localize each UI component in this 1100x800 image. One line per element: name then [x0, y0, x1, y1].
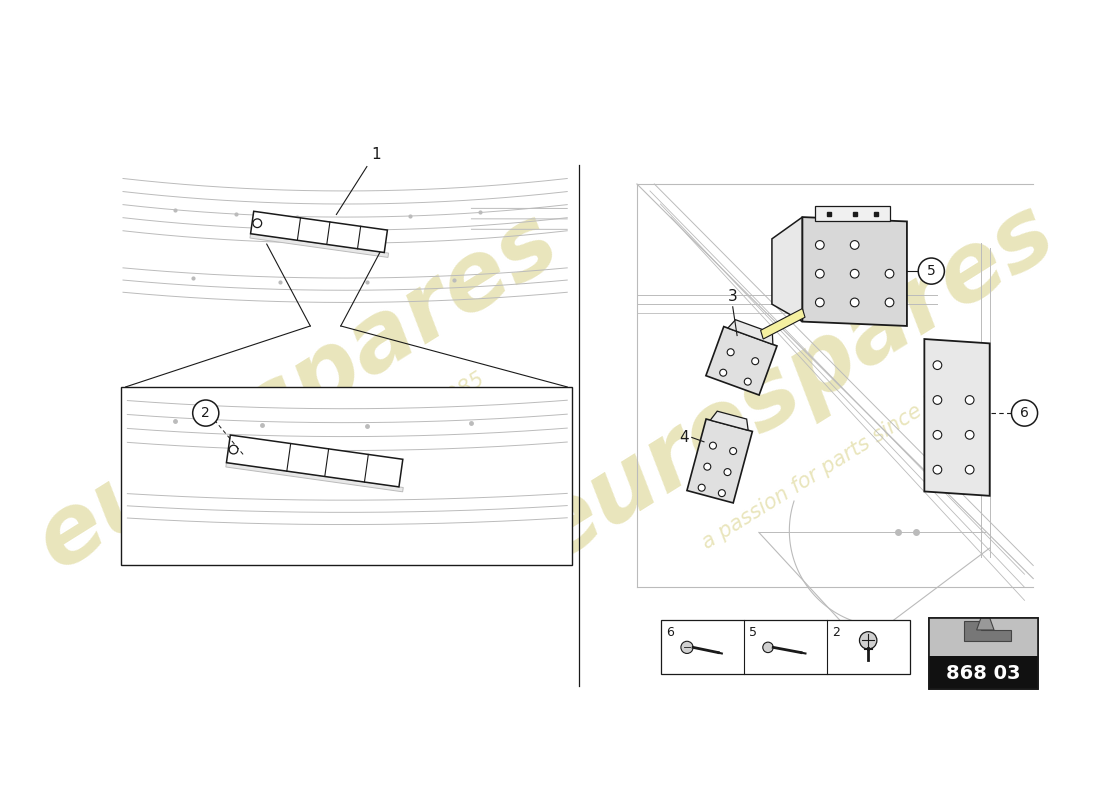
Text: 5: 5: [749, 626, 757, 638]
Circle shape: [886, 270, 894, 278]
Polygon shape: [802, 217, 906, 326]
Circle shape: [724, 469, 732, 475]
Circle shape: [192, 400, 219, 426]
Circle shape: [850, 298, 859, 306]
Circle shape: [933, 430, 942, 439]
Circle shape: [762, 642, 773, 653]
Polygon shape: [964, 622, 1012, 642]
Polygon shape: [728, 320, 773, 345]
Polygon shape: [772, 217, 802, 322]
Circle shape: [229, 446, 238, 454]
Text: 5: 5: [927, 264, 936, 278]
FancyBboxPatch shape: [121, 387, 572, 566]
Polygon shape: [706, 326, 777, 395]
Text: 2: 2: [832, 626, 840, 638]
Circle shape: [966, 466, 974, 474]
Circle shape: [918, 258, 945, 284]
FancyBboxPatch shape: [815, 206, 890, 222]
Circle shape: [850, 241, 859, 250]
Circle shape: [815, 270, 824, 278]
Text: 2: 2: [201, 406, 210, 420]
Circle shape: [933, 396, 942, 404]
Text: 3: 3: [728, 289, 738, 304]
Text: a passion for parts since 1985: a passion for parts since 1985: [210, 369, 488, 553]
Polygon shape: [924, 339, 990, 496]
FancyBboxPatch shape: [928, 618, 1037, 656]
Circle shape: [698, 484, 705, 491]
Circle shape: [933, 466, 942, 474]
Circle shape: [815, 241, 824, 250]
Text: 1: 1: [371, 147, 381, 162]
Circle shape: [253, 219, 262, 227]
Text: a passion for parts since 1985: a passion for parts since 1985: [698, 369, 976, 553]
Circle shape: [859, 632, 877, 649]
Circle shape: [745, 378, 751, 385]
Circle shape: [729, 447, 737, 454]
Circle shape: [933, 361, 942, 370]
Circle shape: [966, 430, 974, 439]
Circle shape: [966, 396, 974, 404]
Text: 4: 4: [680, 430, 690, 445]
Circle shape: [815, 298, 824, 306]
Polygon shape: [226, 462, 404, 492]
FancyBboxPatch shape: [928, 618, 1037, 689]
Circle shape: [886, 298, 894, 306]
Text: 6: 6: [667, 626, 674, 638]
Text: 868 03: 868 03: [946, 664, 1021, 683]
FancyBboxPatch shape: [661, 620, 910, 674]
Circle shape: [1012, 400, 1037, 426]
Circle shape: [681, 642, 693, 654]
Circle shape: [751, 358, 759, 365]
Circle shape: [850, 270, 859, 278]
Circle shape: [727, 349, 734, 356]
Text: eurospares: eurospares: [20, 194, 575, 589]
Polygon shape: [227, 435, 403, 487]
Text: eurospares: eurospares: [516, 186, 1071, 580]
Polygon shape: [251, 211, 387, 253]
Circle shape: [719, 370, 727, 376]
Circle shape: [718, 490, 725, 497]
FancyBboxPatch shape: [928, 656, 1037, 689]
Polygon shape: [977, 618, 994, 630]
Polygon shape: [760, 309, 805, 339]
Text: 6: 6: [1020, 406, 1028, 420]
Polygon shape: [686, 419, 752, 503]
Polygon shape: [711, 411, 748, 430]
Polygon shape: [250, 234, 388, 258]
Circle shape: [710, 442, 716, 449]
Circle shape: [704, 463, 711, 470]
